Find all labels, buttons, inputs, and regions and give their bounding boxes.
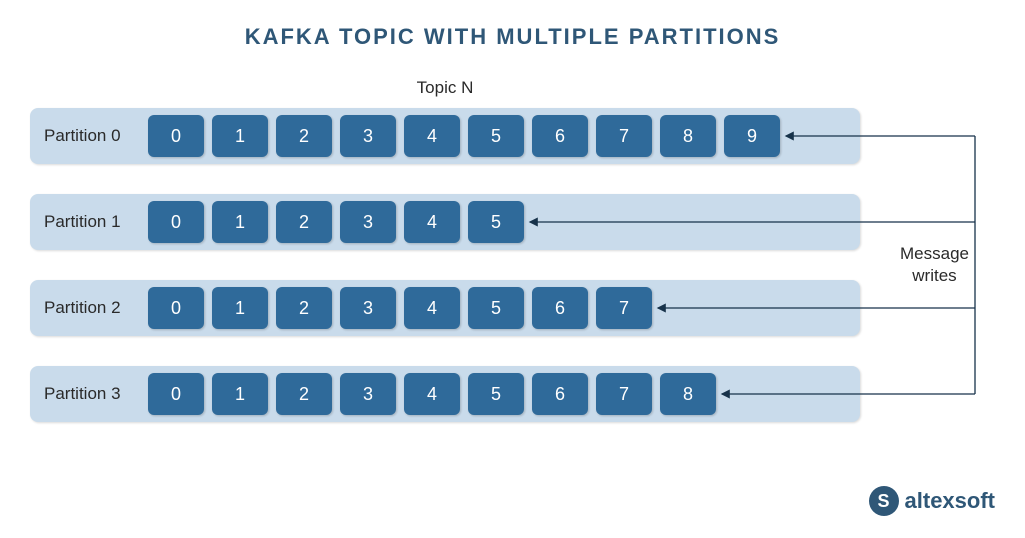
partition-label: Partition 2 (30, 298, 148, 318)
message-cell: 2 (276, 115, 332, 157)
message-cell: 2 (276, 201, 332, 243)
message-cell: 4 (404, 201, 460, 243)
message-cell: 0 (148, 201, 204, 243)
message-cell: 1 (212, 287, 268, 329)
message-cell: 0 (148, 373, 204, 415)
message-writes-label: Messagewrites (900, 243, 969, 287)
message-cell: 4 (404, 373, 460, 415)
message-cell: 8 (660, 115, 716, 157)
partition-label: Partition 1 (30, 212, 148, 232)
partition-row: Partition 1012345 (30, 194, 860, 250)
message-cell: 2 (276, 373, 332, 415)
partition-cells: 01234567 (148, 287, 652, 329)
message-cell: 3 (340, 287, 396, 329)
brand-logo: Saltexsoft (869, 486, 995, 516)
partition-row: Partition 00123456789 (30, 108, 860, 164)
message-cell: 3 (340, 373, 396, 415)
partition-cells: 012345 (148, 201, 524, 243)
message-cell: 6 (532, 373, 588, 415)
message-cell: 1 (212, 201, 268, 243)
partition-row: Partition 3012345678 (30, 366, 860, 422)
topic-label: Topic N (30, 78, 860, 98)
message-cell: 4 (404, 115, 460, 157)
message-cell: 3 (340, 115, 396, 157)
diagram-title: KAFKA TOPIC WITH MULTIPLE PARTITIONS (0, 24, 1025, 50)
message-cell: 7 (596, 287, 652, 329)
partition-label: Partition 3 (30, 384, 148, 404)
message-cell: 0 (148, 287, 204, 329)
message-cell: 2 (276, 287, 332, 329)
message-cell: 3 (340, 201, 396, 243)
message-cell: 5 (468, 373, 524, 415)
message-cell: 1 (212, 373, 268, 415)
message-cell: 7 (596, 115, 652, 157)
brand-logo-text: altexsoft (905, 488, 995, 514)
message-cell: 0 (148, 115, 204, 157)
message-cell: 9 (724, 115, 780, 157)
message-cell: 4 (404, 287, 460, 329)
message-cell: 1 (212, 115, 268, 157)
brand-logo-mark: S (869, 486, 899, 516)
message-cell: 5 (468, 201, 524, 243)
partition-cells: 012345678 (148, 373, 716, 415)
partition-cells: 0123456789 (148, 115, 780, 157)
message-cell: 5 (468, 115, 524, 157)
message-cell: 6 (532, 287, 588, 329)
message-cell: 8 (660, 373, 716, 415)
message-cell: 6 (532, 115, 588, 157)
message-cell: 5 (468, 287, 524, 329)
message-cell: 7 (596, 373, 652, 415)
partition-label: Partition 0 (30, 126, 148, 146)
partition-row: Partition 201234567 (30, 280, 860, 336)
